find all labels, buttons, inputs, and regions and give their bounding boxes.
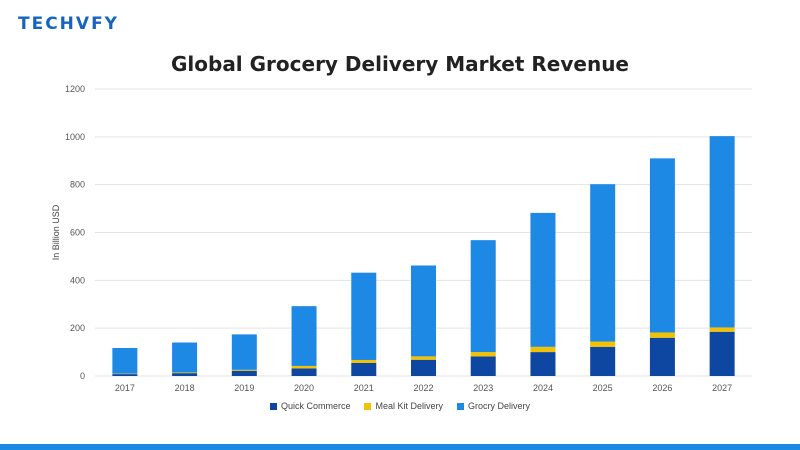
legend-swatch-grocery (457, 402, 465, 410)
bar-quick-commerce (649, 337, 675, 376)
bar-grocery (351, 272, 377, 360)
bar-quick-commerce (411, 359, 436, 376)
bar-quick-commerce (470, 356, 496, 376)
y-tick-label: 400 (70, 275, 85, 285)
x-tick-label: 2019 (234, 383, 254, 393)
legend-swatch-meal-kit (364, 402, 372, 410)
bar-grocery (411, 265, 436, 357)
bar-meal-kit (649, 332, 675, 338)
x-tick-label: 2017 (115, 383, 135, 393)
brand-logo: TECHVFY (18, 14, 119, 34)
bar-grocery (649, 158, 675, 333)
bar-meal-kit (411, 356, 436, 360)
legend-swatch-quick-commerce (269, 402, 277, 410)
y-tick-label: 1200 (65, 84, 85, 94)
y-tick-label: 0 (80, 371, 85, 381)
x-tick-label: 2023 (473, 383, 493, 393)
bar-meal-kit (530, 346, 556, 353)
y-axis-title: In Billion USD (51, 204, 61, 260)
x-tick-label: 2026 (652, 383, 672, 393)
bar-grocery (590, 184, 616, 342)
bar-grocery (470, 240, 496, 353)
bar-grocery (112, 348, 138, 374)
bar-quick-commerce (590, 346, 616, 376)
bar-grocery (709, 136, 735, 328)
x-tick-label: 2025 (593, 383, 613, 393)
x-tick-label: 2024 (533, 383, 553, 393)
legend-label-grocery: Grocry Delivery (468, 401, 531, 411)
bar-meal-kit (231, 369, 257, 371)
x-tick-label: 2021 (354, 383, 374, 393)
x-tick-label: 2022 (413, 383, 433, 393)
bar-quick-commerce (291, 368, 317, 376)
bar-grocery (530, 212, 556, 347)
legend-label-meal-kit: Meal Kit Delivery (375, 401, 444, 411)
bar-meal-kit (709, 327, 735, 332)
bar-grocery (231, 334, 257, 370)
bar-quick-commerce (231, 370, 257, 376)
x-tick-label: 2018 (175, 383, 195, 393)
bar-quick-commerce (172, 373, 198, 376)
legend-item-quick-commerce: Quick Commerce (269, 401, 351, 411)
bar-quick-commerce (530, 352, 556, 376)
bar-quick-commerce (112, 374, 138, 376)
y-tick-label: 800 (70, 180, 85, 190)
footer-accent-bar (0, 444, 800, 450)
x-tick-label: 2027 (712, 383, 732, 393)
chart-legend: Quick Commerce Meal Kit Delivery Grocry … (0, 401, 800, 411)
bar-quick-commerce (709, 331, 735, 376)
x-tick-label: 2020 (294, 383, 314, 393)
bar-meal-kit (351, 359, 377, 363)
y-tick-label: 200 (70, 323, 85, 333)
bar-grocery (291, 306, 317, 366)
bar-meal-kit (172, 372, 198, 374)
y-tick-label: 600 (70, 228, 85, 238)
chart-title: Global Grocery Delivery Market Revenue (170, 52, 629, 76)
legend-item-grocery: Grocry Delivery (457, 401, 530, 411)
bar-grocery (172, 342, 198, 373)
bar-meal-kit (291, 365, 317, 369)
legend-item-meal-kit: Meal Kit Delivery (364, 401, 443, 411)
bar-meal-kit (590, 341, 616, 347)
bar-meal-kit (470, 352, 496, 357)
bar-quick-commerce (351, 362, 377, 376)
y-tick-label: 1000 (65, 132, 85, 142)
legend-label-quick-commerce: Quick Commerce (280, 401, 351, 411)
